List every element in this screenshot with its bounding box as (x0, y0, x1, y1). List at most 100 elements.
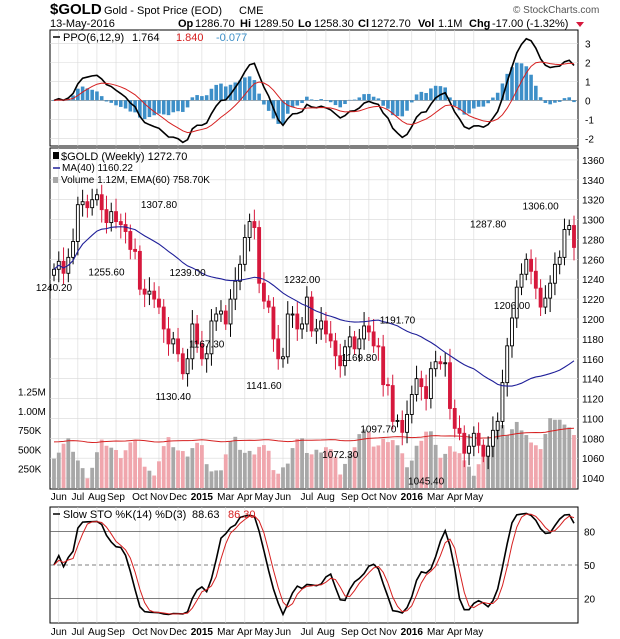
candle-body (433, 361, 438, 370)
volume-bar (357, 434, 362, 488)
candle-body (352, 336, 357, 350)
volume-bar (400, 453, 405, 488)
ppo-histogram-bar (219, 83, 223, 101)
volume-bar (56, 452, 61, 488)
ppo-histogram-bar (200, 96, 204, 101)
candle-body (261, 282, 266, 302)
candle-body (357, 338, 362, 350)
candle-body (157, 298, 161, 308)
ppo-histogram-bar (128, 100, 133, 112)
price-annotation: 1206.00 (494, 301, 531, 312)
ppo-histogram-bar (209, 88, 214, 101)
candle-body (242, 237, 247, 265)
volume-bar (300, 438, 304, 488)
price-tick-label: 1140 (582, 375, 604, 386)
instrument-name: Gold - Spot Price (EOD) (104, 5, 222, 17)
ppo-histogram-bar (157, 100, 161, 114)
ppo-histogram-bar (295, 100, 300, 106)
ppo-histogram-bar (309, 99, 314, 101)
x-tick-label-lower: Aug (88, 627, 106, 638)
x-tick-label: Sep (341, 492, 359, 503)
candle-body (452, 408, 457, 429)
price-tick-label: 1280 (582, 235, 605, 246)
volume-layer (52, 418, 576, 488)
price-tick-label: 1160 (582, 355, 604, 366)
candle-body (519, 273, 524, 288)
price-annotation: 1307.80 (141, 200, 178, 211)
ppo-histogram-bar (266, 100, 271, 111)
candle-body (538, 287, 543, 308)
volume-bar (95, 452, 99, 488)
ppo-histogram-bar (505, 73, 509, 101)
x-tick-label: Sep (107, 492, 125, 503)
ma-line (53, 226, 575, 387)
ppo-tick-label: -2 (585, 134, 594, 145)
volume-bar (409, 460, 414, 488)
ppo-histogram-bar (371, 96, 376, 101)
candle-body (247, 221, 252, 238)
candle-body (99, 194, 104, 211)
volume-bar (52, 458, 56, 488)
ppo-histogram-bar (567, 97, 572, 101)
ppo-histogram-bar (85, 88, 90, 101)
ppo-histogram-bar (305, 96, 309, 101)
volume-bar (395, 445, 400, 488)
candle-body (419, 378, 424, 388)
volume-bar (109, 447, 114, 488)
volume-bar (452, 451, 457, 488)
x-tick-label-lower: Sep (107, 627, 125, 638)
close-label: Cl (358, 18, 369, 30)
ppo-histogram-bar (572, 100, 576, 103)
candle-body (90, 199, 95, 209)
ppo-histogram-bar (214, 84, 218, 101)
ppo-histogram-bar (52, 100, 56, 101)
low-label: Lo (298, 18, 312, 30)
ppo-histogram-bar (166, 100, 171, 116)
candle-body (490, 429, 495, 447)
ppo-histogram-bar (281, 100, 285, 124)
candle-body (328, 333, 333, 342)
candle-body (552, 263, 557, 284)
candle-body (118, 221, 123, 226)
close-value: 1272.70 (371, 18, 411, 30)
candle-body (390, 385, 395, 422)
ppo-histogram-bar (510, 67, 514, 101)
candle-body (572, 225, 576, 248)
price-annotation: 1141.60 (246, 381, 282, 392)
candle-body (386, 384, 390, 387)
candle-body (238, 263, 242, 282)
x-tick-label: 2015 (191, 492, 214, 503)
low-value: 1258.30 (314, 18, 354, 30)
candle-body (142, 288, 147, 295)
volume-bar (428, 431, 433, 488)
candle-body (467, 445, 471, 454)
candle-body (500, 382, 505, 422)
candle-body (371, 331, 376, 347)
volume-bar (152, 475, 157, 488)
ppo-signal-line (53, 61, 575, 134)
volume-bar (548, 418, 553, 488)
candle-body (171, 338, 176, 345)
volume-bar (199, 445, 204, 488)
x-tick-label: Oct (361, 492, 377, 503)
volume-bar (538, 449, 543, 488)
candle-body (276, 338, 281, 360)
candle-body (376, 345, 381, 348)
price-layer (52, 184, 576, 470)
high-label: Hi (240, 18, 251, 30)
volume-bar (471, 475, 476, 488)
volume-bar (166, 437, 171, 488)
volume-bar (433, 444, 438, 488)
volume-bar (324, 447, 328, 488)
volume-bar (276, 473, 281, 488)
volume-bar (414, 445, 419, 488)
candle-body (281, 356, 285, 360)
ppo-histogram-bar (491, 97, 495, 101)
volume-bar (114, 450, 118, 488)
price-tick-label: 1120 (582, 395, 604, 406)
price-annotation: 1167.30 (189, 340, 225, 351)
volume-bar (533, 445, 538, 488)
volume-bar (333, 456, 338, 488)
ppo-tick-label: -1 (585, 115, 594, 126)
x-tick-label: Mar (427, 492, 445, 503)
